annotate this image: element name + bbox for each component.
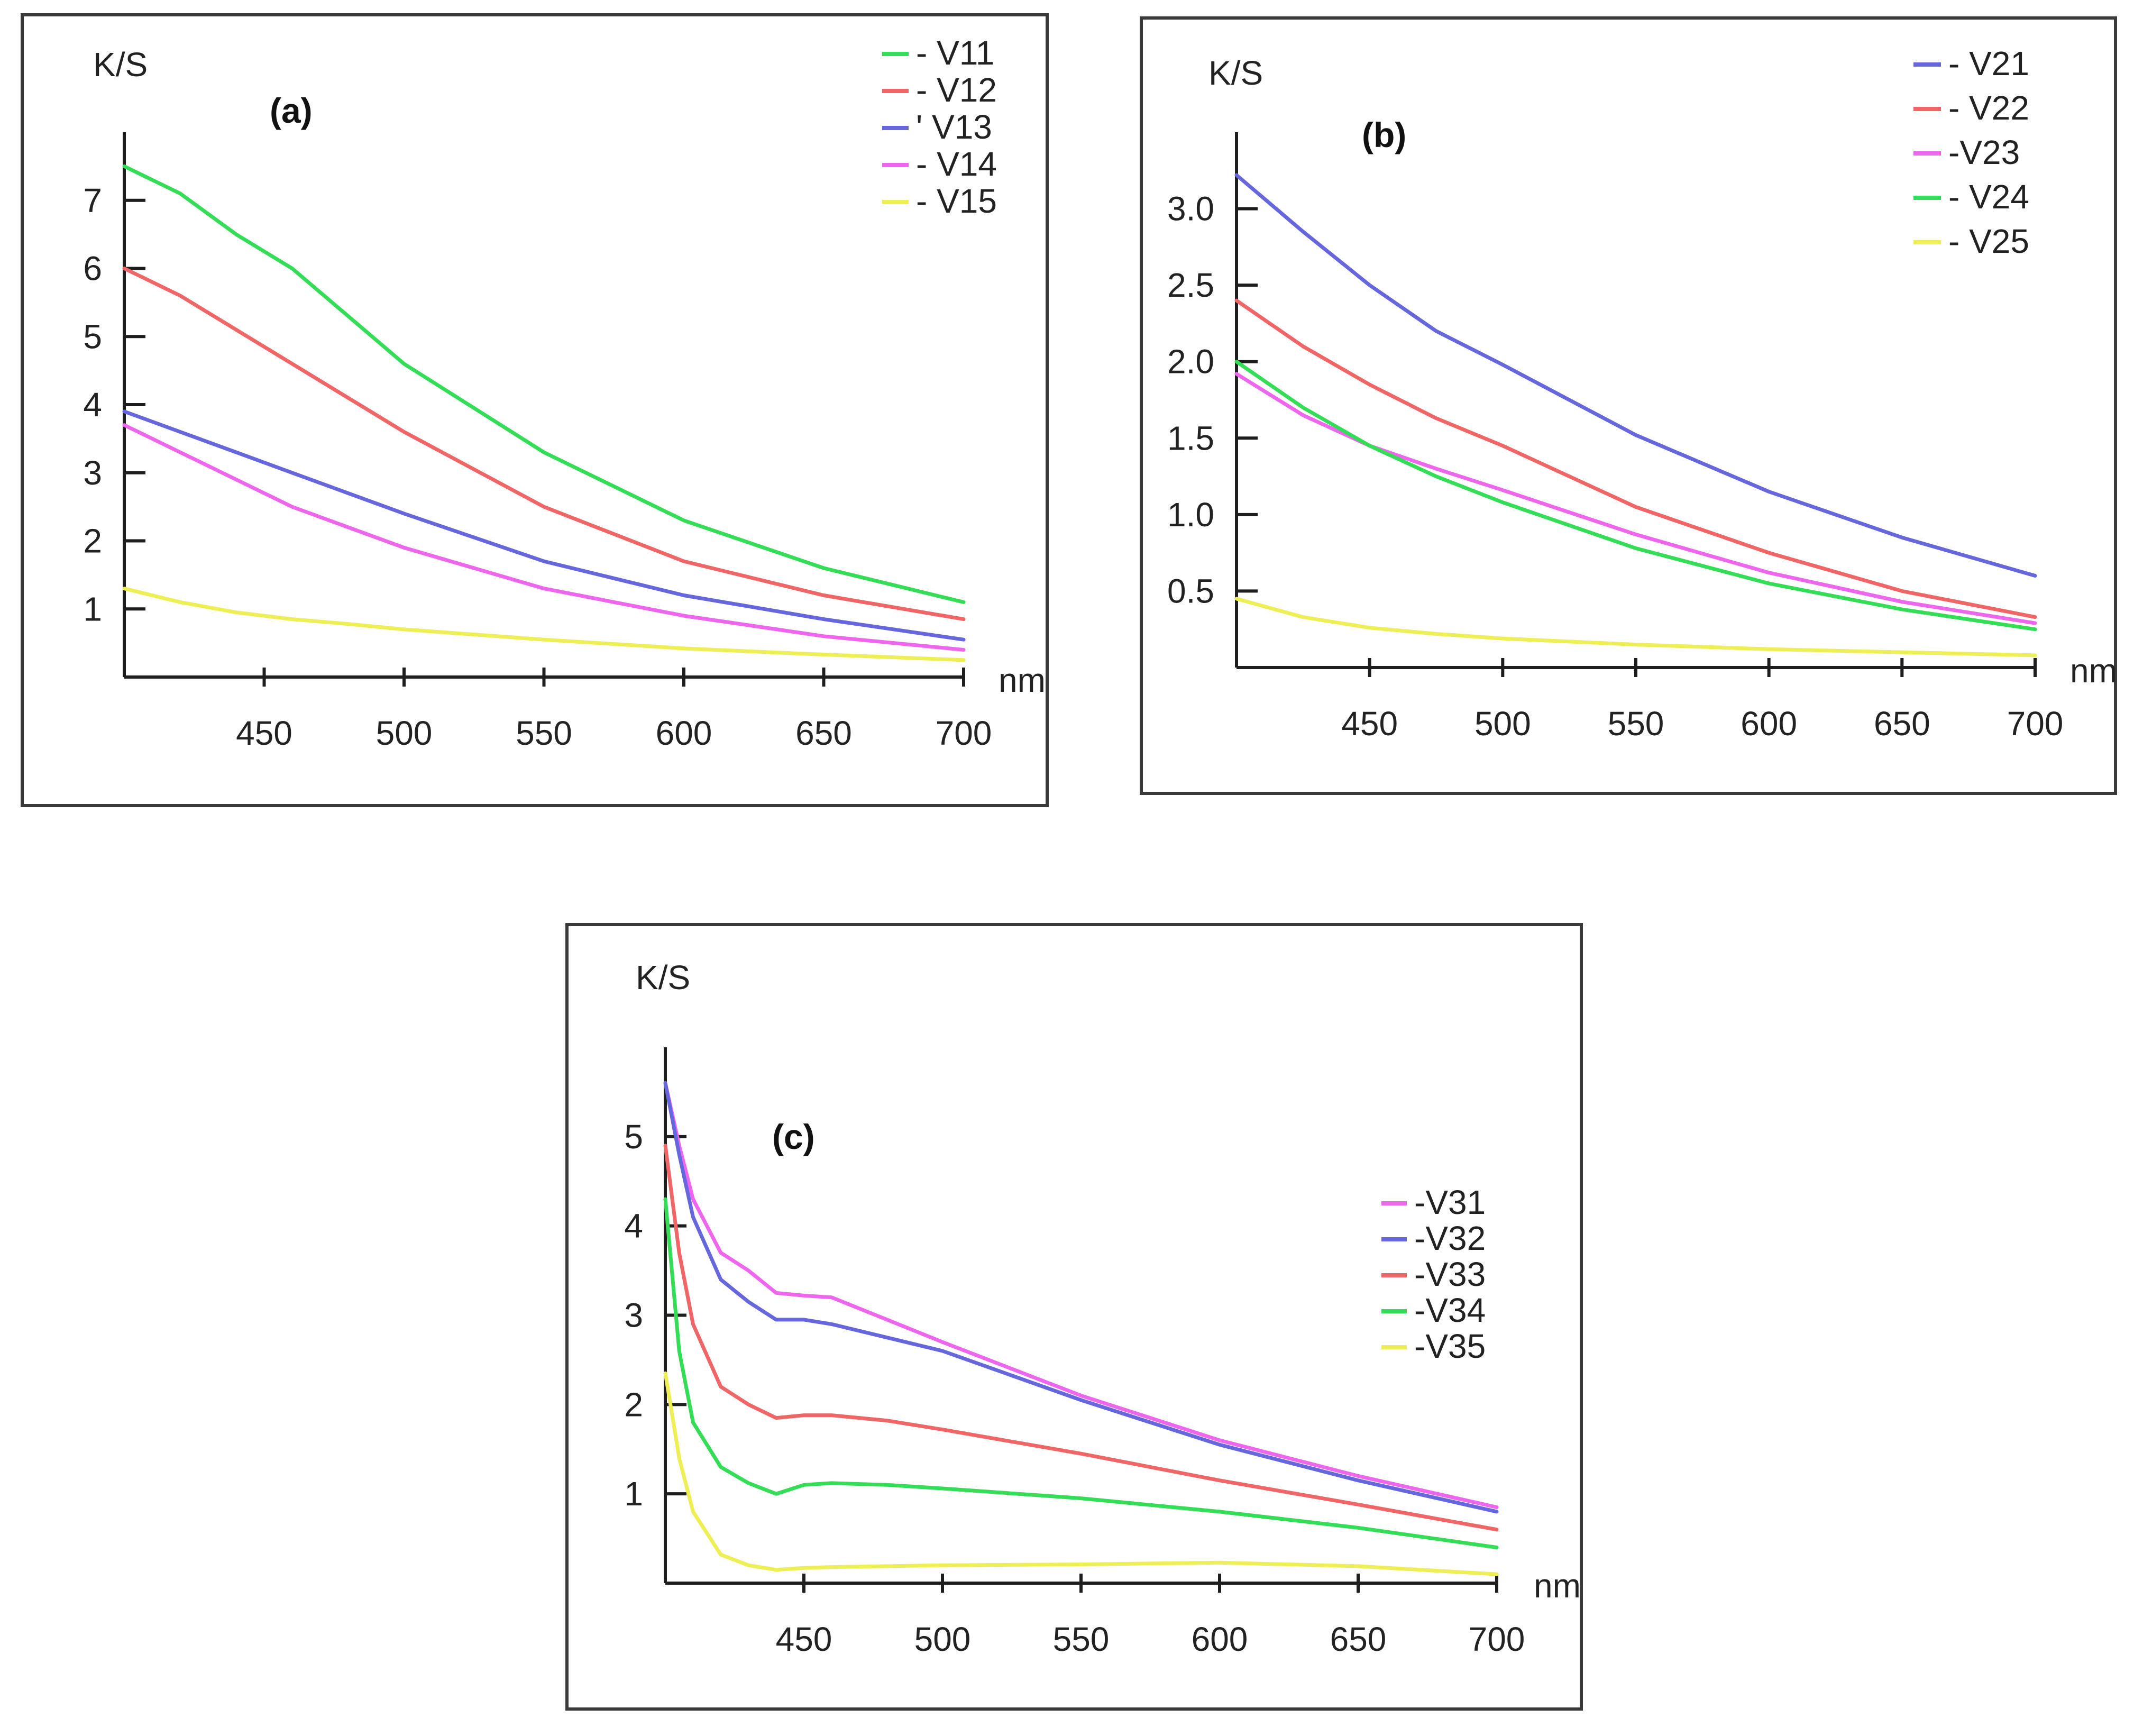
panel-a-y-axis-label: K/S [93,45,148,84]
panel-a-series-v12 [122,267,966,622]
panel-c-x-tick-label: 500 [914,1620,971,1658]
panel-c-legend-label: -V35 [1414,1327,1486,1365]
panel-c-y-tick-label: 4 [624,1207,643,1245]
panel-b-series-v25 [1234,597,2037,657]
panel-b-x-tick-label: 550 [1608,705,1664,743]
panel-b-tag: (b) [1362,115,1406,154]
panel-a-y-tick-label: 5 [83,317,102,355]
chart-panel-c: K/S nm (c) 450 500 550 600 650 70012345-V31-V… [565,923,1583,1711]
panel-b-legend-label: - V25 [1948,222,2029,260]
panel-a-y-tick-label: 4 [83,386,102,424]
panel-a-legend-label: - V12 [916,71,997,109]
chart-panel-b: K/S nm (b) 450 500 550 600 650 700 0.5 1.0 1.5 2.… [1140,16,2117,795]
panel-b-y-tick-label: 1.0 [1167,496,1214,534]
panel-c-x-tick-label: 600 [1192,1620,1248,1658]
panel-c-legend-label: -V31 [1414,1183,1486,1221]
panel-a-y-tick-label: 1 [83,590,102,628]
panel-a-legend-label: - V15 [916,182,997,220]
panel-c-series-v31 [663,1081,1499,1509]
panel-b-y-tick-label: 2.5 [1167,266,1214,304]
panel-c-legend-label: -V34 [1414,1291,1486,1329]
panel-c-series-v32 [663,1081,1499,1514]
panel-a-legend-label: - V14 [916,145,997,183]
panel-b-legend-label: - V21 [1948,44,2029,83]
panel-c-x-tick-label: 550 [1053,1620,1110,1658]
panel-c-series-v34 [663,1197,1499,1549]
panel-b-y-tick-label: 0.5 [1167,572,1214,610]
panel-a-legend-label: ' V13 [916,108,992,146]
panel-a-series-v15 [122,587,966,662]
panel-b-series-v24 [1234,360,2037,632]
panel-b-x-tick-label: 600 [1741,705,1797,743]
panel-b-frame [1140,16,2117,795]
panel-b-series-v23 [1234,372,2037,625]
panel-b-series-v22 [1234,298,2037,619]
panel-c-frame [565,923,1583,1711]
panel-c-series-v35 [663,1371,1499,1576]
chart-panel-a: K/S nm (a) 450 500 550 600 650 700 1 2 3 4 5 6 7 - V1… [21,13,1049,807]
panel-a-x-tick-label: 600 [656,714,712,752]
panel-c-x-tick-label: 700 [1469,1620,1525,1658]
panel-b-x-tick-label: 700 [2007,705,2064,743]
panel-c-x-axis-label: nm [1534,1567,1581,1605]
panel-a-x-tick-label: 550 [516,714,572,752]
panel-c-series-v33 [663,1144,1499,1532]
panel-a-x-axis-label: nm [999,661,1046,699]
panel-c-y-tick-label: 3 [624,1296,643,1335]
panel-a-legend-label: - V11 [916,34,994,72]
panel-b-y-tick-label: 2.0 [1167,343,1214,381]
panel-c-legend-label: -V32 [1414,1219,1486,1257]
panel-b-y-axis-label: K/S [1208,54,1263,92]
panel-a-x-tick-label: 700 [936,714,992,752]
panel-b-legend-label: - V24 [1948,178,2029,216]
panel-a-tag: (a) [270,91,313,130]
panel-b-x-tick-label: 450 [1341,705,1398,743]
panel-c-y-tick-label: 5 [624,1118,643,1156]
panel-a-x-tick-label: 500 [376,714,433,752]
panel-b-legend-label: - V22 [1948,89,2029,127]
panel-b-x-tick-label: 500 [1474,705,1531,743]
panel-a-series-v14 [122,423,966,652]
panel-a-y-tick-label: 6 [83,250,102,288]
panel-c-y-axis-label: K/S [636,958,690,997]
panel-b-y-tick-label: 1.5 [1167,419,1214,457]
panel-c-y-tick-label: 1 [624,1475,643,1513]
panel-b-x-tick-label: 650 [1874,705,1930,743]
panel-b-legend-label: -V23 [1948,133,2020,171]
panel-a-series-v11 [122,164,966,604]
panel-c-x-tick-label: 650 [1330,1620,1387,1658]
panel-b-x-axis-label: nm [2070,652,2117,690]
panel-c-y-tick-label: 2 [624,1385,643,1423]
panel-b-series-v21 [1234,173,2037,578]
panel-a-frame [21,13,1049,807]
panel-b-y-tick-label: 3.0 [1167,190,1214,228]
panel-c-legend-label: -V33 [1414,1255,1486,1293]
panel-a-x-tick-label: 450 [236,714,292,752]
panel-a-y-tick-label: 7 [83,181,102,220]
panel-a-series-v13 [122,409,966,642]
panel-c-x-tick-label: 450 [776,1620,832,1658]
panel-a-y-tick-label: 2 [83,522,102,560]
panel-a-y-tick-label: 3 [83,454,102,492]
panel-a-x-tick-label: 650 [795,714,852,752]
panel-c-tag: (c) [772,1117,815,1156]
